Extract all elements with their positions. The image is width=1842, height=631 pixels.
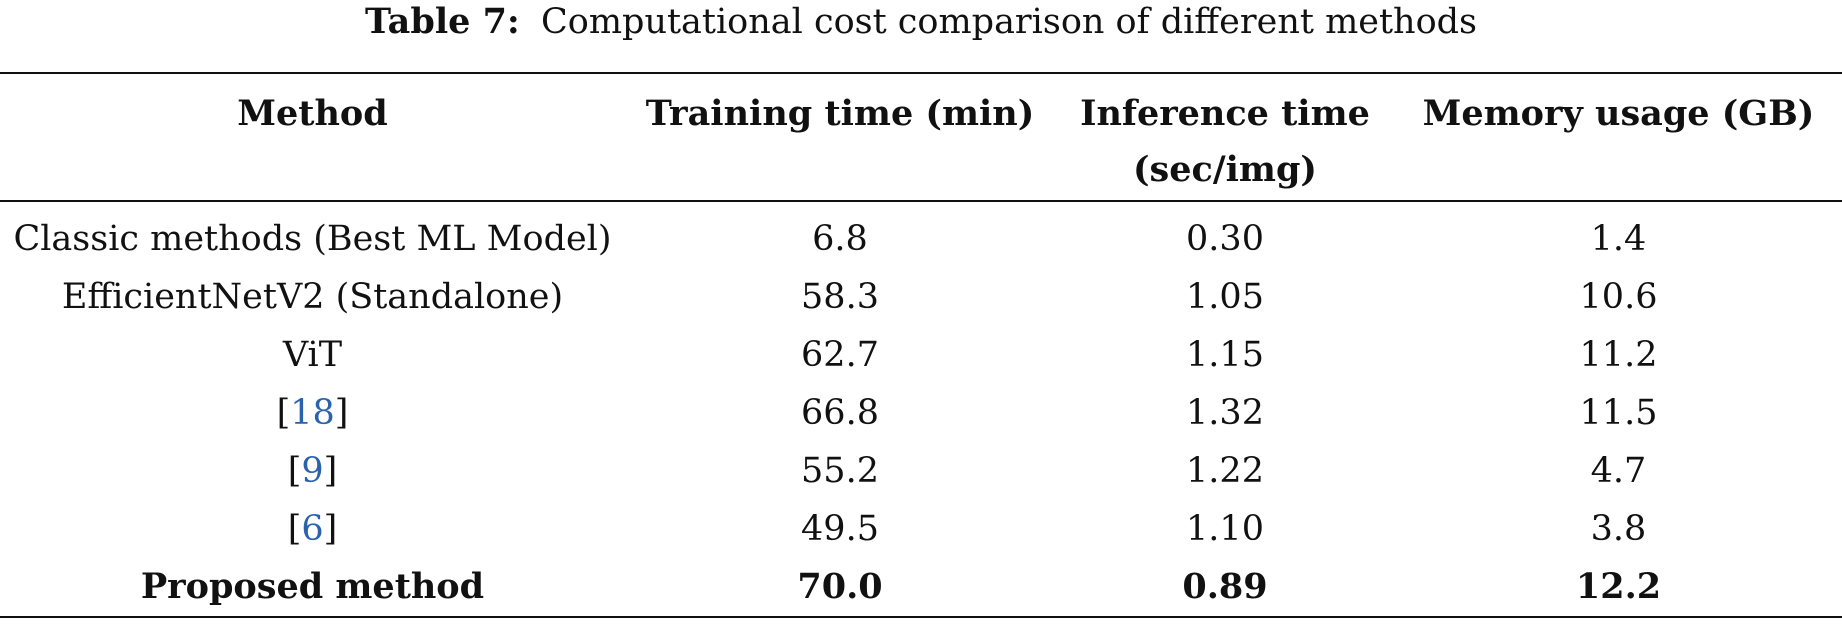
cell-method: Classic methods (Best ML Model) (13, 219, 612, 259)
cell-memory-usage: 1.4 (1590, 219, 1647, 259)
table-header: Method Training time (min) Inference tim… (0, 73, 1842, 201)
cell-training-time: 58.3 (801, 277, 879, 317)
cell-method: EfficientNetV2 (Standalone) (61, 277, 564, 317)
citation-link[interactable]: 9 (301, 451, 324, 491)
table-caption-text: Computational cost comparison of differe… (541, 2, 1478, 42)
cell-training-time: 62.7 (801, 335, 879, 375)
table-row: [6] 49.5 1.10 3.8 (0, 500, 1842, 558)
cell-training-time: 66.8 (801, 393, 879, 433)
cell-memory-usage: 4.7 (1590, 451, 1647, 491)
cell-inference-time: 1.05 (1186, 277, 1264, 317)
header-inference-time: Inference time (sec/img) (1080, 93, 1370, 190)
cell-inference-time: 1.10 (1186, 509, 1264, 549)
cell-training-time: 55.2 (801, 451, 879, 491)
cell-training-time: 6.8 (812, 219, 868, 259)
table-caption: Table 7: Computational cost comparison o… (0, 0, 1842, 50)
cell-memory-usage: 11.5 (1579, 393, 1658, 433)
table-row: EfficientNetV2 (Standalone) 58.3 1.05 10… (0, 268, 1842, 326)
table-row-proposed: Proposed method 70.0 0.89 12.2 (0, 558, 1842, 617)
cell-inference-time: 1.22 (1186, 451, 1264, 491)
cell-method: [9] (287, 451, 338, 491)
cell-training-time: 70.0 (797, 566, 883, 607)
cell-method: Proposed method (140, 566, 485, 607)
table-row: ViT 62.7 1.15 11.2 (0, 326, 1842, 384)
table-row: [18] 66.8 1.32 11.5 (0, 384, 1842, 442)
citation-link[interactable]: 18 (290, 393, 335, 433)
cell-memory-usage: 10.6 (1579, 277, 1658, 317)
cell-inference-time: 0.89 (1182, 566, 1268, 607)
cell-training-time: 49.5 (801, 509, 879, 549)
header-method: Method (237, 93, 388, 134)
cell-memory-usage: 12.2 (1575, 566, 1662, 607)
computational-cost-table: Method Training time (min) Inference tim… (0, 72, 1842, 618)
cell-method: [6] (287, 509, 338, 549)
cell-inference-time: 0.30 (1186, 219, 1264, 259)
cell-memory-usage: 3.8 (1590, 509, 1647, 549)
header-training-time: Training time (min) (645, 93, 1035, 134)
header-memory-usage: Memory usage (GB) (1422, 93, 1815, 134)
cell-method: ViT (282, 335, 343, 375)
table-row: [9] 55.2 1.22 4.7 (0, 442, 1842, 500)
cell-inference-time: 1.15 (1186, 335, 1264, 375)
cell-method: [18] (276, 393, 349, 433)
table-body: Classic methods (Best ML Model) 6.8 0.30… (0, 201, 1842, 617)
cell-memory-usage: 11.2 (1579, 335, 1658, 375)
cell-inference-time: 1.32 (1186, 393, 1264, 433)
citation-link[interactable]: 6 (301, 509, 324, 549)
table-caption-label: Table 7: (364, 1, 520, 42)
table-row: Classic methods (Best ML Model) 6.8 0.30… (0, 201, 1842, 268)
table-header-row: Method Training time (min) Inference tim… (0, 73, 1842, 201)
